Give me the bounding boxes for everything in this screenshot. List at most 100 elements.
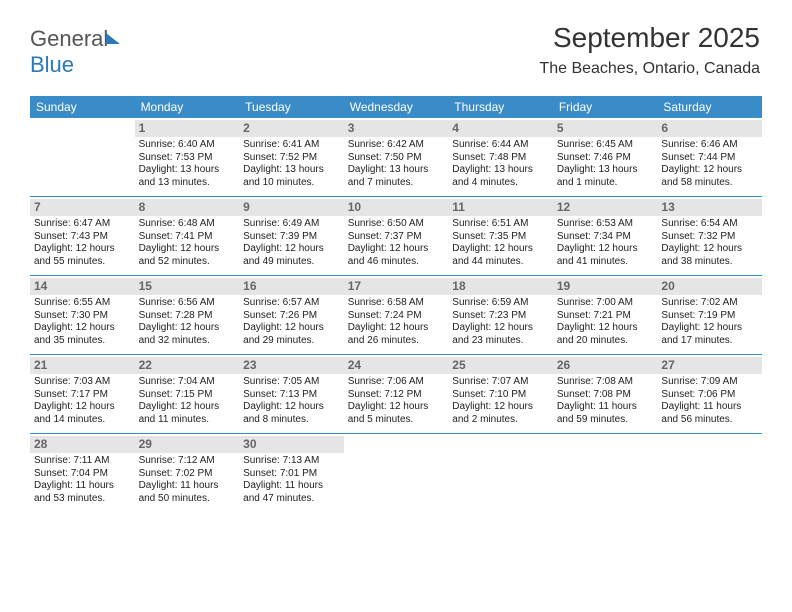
sunset-text: Sunset: 7:26 PM (243, 310, 340, 323)
calendar-cell: 25 Sunrise: 7:07 AMSunset: 7:10 PMDayligh… (448, 355, 553, 433)
daylight-text: Daylight: 11 hours and 47 minutes. (243, 480, 340, 505)
sunrise-text: Sunrise: 6:46 AM (661, 139, 758, 152)
day-header: Wednesday (344, 96, 449, 118)
sunset-text: Sunset: 7:04 PM (34, 468, 131, 481)
day-number: 10 (344, 199, 449, 216)
sunset-text: Sunset: 7:39 PM (243, 231, 340, 244)
daylight-text: Daylight: 12 hours and 52 minutes. (139, 243, 236, 268)
daylight-text: Daylight: 13 hours and 13 minutes. (139, 164, 236, 189)
day-number: 30 (239, 436, 344, 453)
sunrise-text: Sunrise: 6:45 AM (557, 139, 654, 152)
logo-text-2: Blue (30, 52, 74, 77)
sunrise-text: Sunrise: 6:48 AM (139, 218, 236, 231)
calendar-cell: 5Sunrise: 6:45 AMSunset: 7:46 PMDaylight… (553, 118, 658, 196)
daylight-text: Daylight: 13 hours and 1 minute. (557, 164, 654, 189)
daylight-text: Daylight: 12 hours and 2 minutes. (452, 401, 549, 426)
sunrise-text: Sunrise: 7:11 AM (34, 455, 131, 468)
day-number: 11 (448, 199, 553, 216)
calendar-cell: 14Sunrise: 6:55 AMSunset: 7:30 PMDayligh… (30, 276, 135, 354)
sunrise-text: Sunrise: 6:51 AM (452, 218, 549, 231)
daylight-text: Daylight: 11 hours and 50 minutes. (139, 480, 236, 505)
day-number: 26 (553, 357, 658, 374)
sunrise-text: Sunrise: 7:00 AM (557, 297, 654, 310)
calendar-cell: 12Sunrise: 6:53 AMSunset: 7:34 PMDayligh… (553, 197, 658, 275)
day-header: Tuesday (239, 96, 344, 118)
calendar-cell: 26Sunrise: 7:08 AMSunset: 7:08 PMDayligh… (553, 355, 658, 433)
day-number: 15 (135, 278, 240, 295)
daylight-text: Daylight: 12 hours and 46 minutes. (348, 243, 445, 268)
day-number: 23 (239, 357, 344, 374)
day-number: 3 (344, 120, 449, 137)
daylight-text: Daylight: 12 hours and 41 minutes. (557, 243, 654, 268)
sunset-text: Sunset: 7:34 PM (557, 231, 654, 244)
sunset-text: Sunset: 7:30 PM (34, 310, 131, 323)
sunrise-text: Sunrise: 6:56 AM (139, 297, 236, 310)
daylight-text: Daylight: 12 hours and 44 minutes. (452, 243, 549, 268)
sunset-text: Sunset: 7:41 PM (139, 231, 236, 244)
day-number: 19 (553, 278, 658, 295)
sunset-text: Sunset: 7:24 PM (348, 310, 445, 323)
day-number: 6 (657, 120, 762, 137)
day-number: 18 (448, 278, 553, 295)
calendar-cell: 21Sunrise: 7:03 AMSunset: 7:17 PMDayligh… (30, 355, 135, 433)
daylight-text: Daylight: 12 hours and 32 minutes. (139, 322, 236, 347)
sunrise-text: Sunrise: 6:44 AM (452, 139, 549, 152)
sunrise-text: Sunrise: 6:54 AM (661, 218, 758, 231)
calendar-cell (344, 434, 449, 512)
calendar-cell: 27Sunrise: 7:09 AMSunset: 7:06 PMDayligh… (657, 355, 762, 433)
sunset-text: Sunset: 7:44 PM (661, 152, 758, 165)
sunset-text: Sunset: 7:08 PM (557, 389, 654, 402)
daylight-text: Daylight: 13 hours and 4 minutes. (452, 164, 549, 189)
calendar-cell: 2Sunrise: 6:41 AMSunset: 7:52 PMDaylight… (239, 118, 344, 196)
day-number: 9 (239, 199, 344, 216)
sunset-text: Sunset: 7:52 PM (243, 152, 340, 165)
sunset-text: Sunset: 7:13 PM (243, 389, 340, 402)
daylight-text: Daylight: 12 hours and 29 minutes. (243, 322, 340, 347)
calendar-cell: 13Sunrise: 6:54 AMSunset: 7:32 PMDayligh… (657, 197, 762, 275)
daylight-text: Daylight: 12 hours and 17 minutes. (661, 322, 758, 347)
calendar-cell: 7Sunrise: 6:47 AMSunset: 7:43 PMDaylight… (30, 197, 135, 275)
calendar-cell: 3Sunrise: 6:42 AMSunset: 7:50 PMDaylight… (344, 118, 449, 196)
day-number: 21 (30, 357, 135, 374)
calendar-cell: 16Sunrise: 6:57 AMSunset: 7:26 PMDayligh… (239, 276, 344, 354)
calendar-cell (657, 434, 762, 512)
calendar-cell: 17Sunrise: 6:58 AMSunset: 7:24 PMDayligh… (344, 276, 449, 354)
sunset-text: Sunset: 7:46 PM (557, 152, 654, 165)
sunset-text: Sunset: 7:23 PM (452, 310, 549, 323)
day-header: Monday (135, 96, 240, 118)
day-number: 28 (30, 436, 135, 453)
day-number (553, 436, 658, 452)
daylight-text: Daylight: 12 hours and 55 minutes. (34, 243, 131, 268)
day-number: 25 (448, 357, 553, 374)
header: September 2025 The Beaches, Ontario, Can… (539, 22, 760, 78)
sunset-text: Sunset: 7:10 PM (452, 389, 549, 402)
calendar-cell: 15 Sunrise: 6:56 AMSunset: 7:28 PMDayligh… (135, 276, 240, 354)
daylight-text: Daylight: 12 hours and 11 minutes. (139, 401, 236, 426)
sunrise-text: Sunrise: 7:03 AM (34, 376, 131, 389)
sunrise-text: Sunrise: 7:07 AM (452, 376, 549, 389)
sunrise-text: Sunrise: 6:40 AM (139, 139, 236, 152)
sunset-text: Sunset: 7:28 PM (139, 310, 236, 323)
calendar-week: 1Sunrise: 6:40 AMSunset: 7:53 PMDaylight… (30, 118, 762, 196)
daylight-text: Daylight: 12 hours and 14 minutes. (34, 401, 131, 426)
day-header-row: Sunday Monday Tuesday Wednesday Thursday… (30, 96, 762, 118)
daylight-text: Daylight: 13 hours and 10 minutes. (243, 164, 340, 189)
daylight-text: Daylight: 12 hours and 49 minutes. (243, 243, 340, 268)
calendar-cell: 9Sunrise: 6:49 AMSunset: 7:39 PMDaylight… (239, 197, 344, 275)
day-header: Sunday (30, 96, 135, 118)
sunset-text: Sunset: 7:19 PM (661, 310, 758, 323)
sunset-text: Sunset: 7:15 PM (139, 389, 236, 402)
sunset-text: Sunset: 7:21 PM (557, 310, 654, 323)
day-number: 13 (657, 199, 762, 216)
sunrise-text: Sunrise: 6:47 AM (34, 218, 131, 231)
daylight-text: Daylight: 12 hours and 26 minutes. (348, 322, 445, 347)
calendar-week: 14Sunrise: 6:55 AMSunset: 7:30 PMDayligh… (30, 275, 762, 354)
month-title: September 2025 (539, 22, 760, 54)
day-number: 17 (344, 278, 449, 295)
day-number: 7 (30, 199, 135, 216)
calendar-cell: 8Sunrise: 6:48 AMSunset: 7:41 PMDaylight… (135, 197, 240, 275)
calendar-cell: 10Sunrise: 6:50 AMSunset: 7:37 PMDayligh… (344, 197, 449, 275)
day-number: 14 (30, 278, 135, 295)
daylight-text: Daylight: 12 hours and 38 minutes. (661, 243, 758, 268)
calendar-cell: 4Sunrise: 6:44 AMSunset: 7:48 PMDaylight… (448, 118, 553, 196)
